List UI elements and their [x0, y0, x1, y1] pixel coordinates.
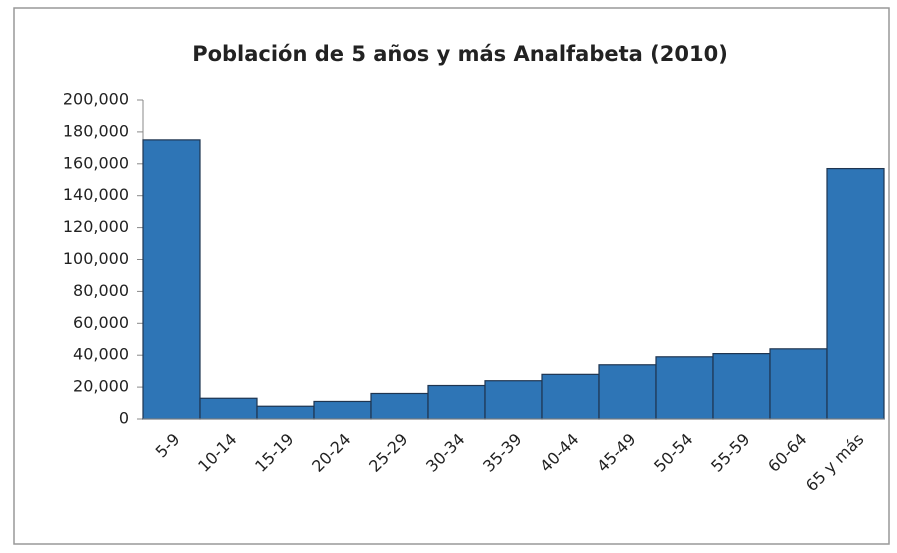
- bar: [199, 397, 258, 420]
- y-tick-label: 120,000: [63, 217, 129, 236]
- y-tick-label: 100,000: [63, 249, 129, 268]
- bar: [712, 353, 771, 420]
- y-tick-label: 180,000: [63, 121, 129, 140]
- bar: [484, 380, 543, 420]
- bar: [142, 139, 201, 420]
- bar: [256, 405, 315, 420]
- bar: [370, 392, 429, 420]
- bar: [769, 348, 828, 420]
- bar: [826, 167, 885, 420]
- y-tick-label: 20,000: [73, 377, 129, 396]
- y-tick-label: 160,000: [63, 153, 129, 172]
- bar: [541, 373, 600, 420]
- y-tick-label: 40,000: [73, 345, 129, 364]
- bar: [655, 356, 714, 420]
- y-tick-label: 80,000: [73, 281, 129, 300]
- y-tick-label: 200,000: [63, 90, 129, 109]
- y-tick-label: 140,000: [63, 185, 129, 204]
- y-tick-label: 0: [119, 409, 129, 428]
- chart-title: Población de 5 años y más Analfabeta (20…: [192, 42, 728, 66]
- bar: [313, 400, 372, 420]
- bar: [427, 384, 486, 420]
- bar: [598, 364, 657, 420]
- y-tick-label: 60,000: [73, 313, 129, 332]
